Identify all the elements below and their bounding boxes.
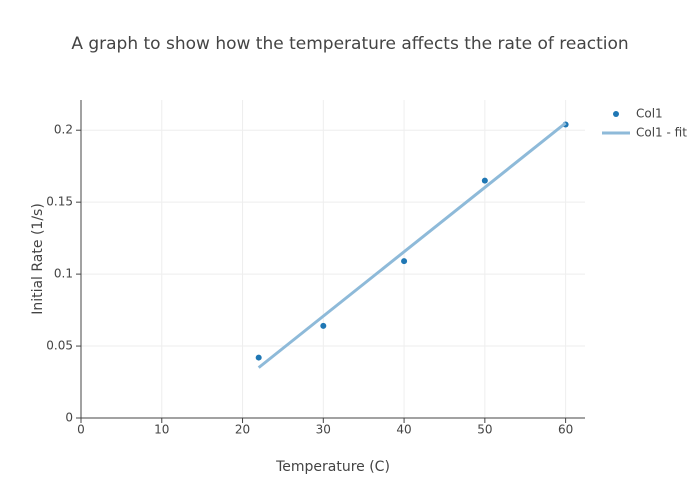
y-tick-label: 0.2 [54, 123, 73, 137]
chart-title: A graph to show how the temperature affe… [71, 34, 628, 54]
x-tick-label: 0 [77, 423, 85, 437]
y-tick-label: 0.05 [46, 339, 73, 353]
y-tick-label: 0 [65, 411, 73, 425]
x-tick-label: 50 [477, 423, 492, 437]
x-tick-label: 10 [154, 423, 169, 437]
fit-line [257, 121, 567, 369]
x-axis-title: Temperature (C) [275, 459, 390, 475]
x-tick-label: 60 [558, 423, 573, 437]
legend-label: Col1 [636, 107, 663, 121]
y-tick-label: 0.15 [46, 195, 73, 209]
y-tick-label: 0.1 [54, 267, 73, 281]
legend-swatch [613, 111, 619, 117]
point [255, 354, 262, 361]
y-axis-title: Initial Rate (1/s) [30, 203, 46, 315]
point [320, 322, 327, 329]
x-tick-label: 20 [235, 423, 250, 437]
point [401, 258, 408, 265]
x-tick-label: 40 [396, 423, 411, 437]
point [481, 177, 488, 184]
x-tick-label: 30 [316, 423, 331, 437]
legend-label: Col1 - fit [636, 126, 687, 140]
